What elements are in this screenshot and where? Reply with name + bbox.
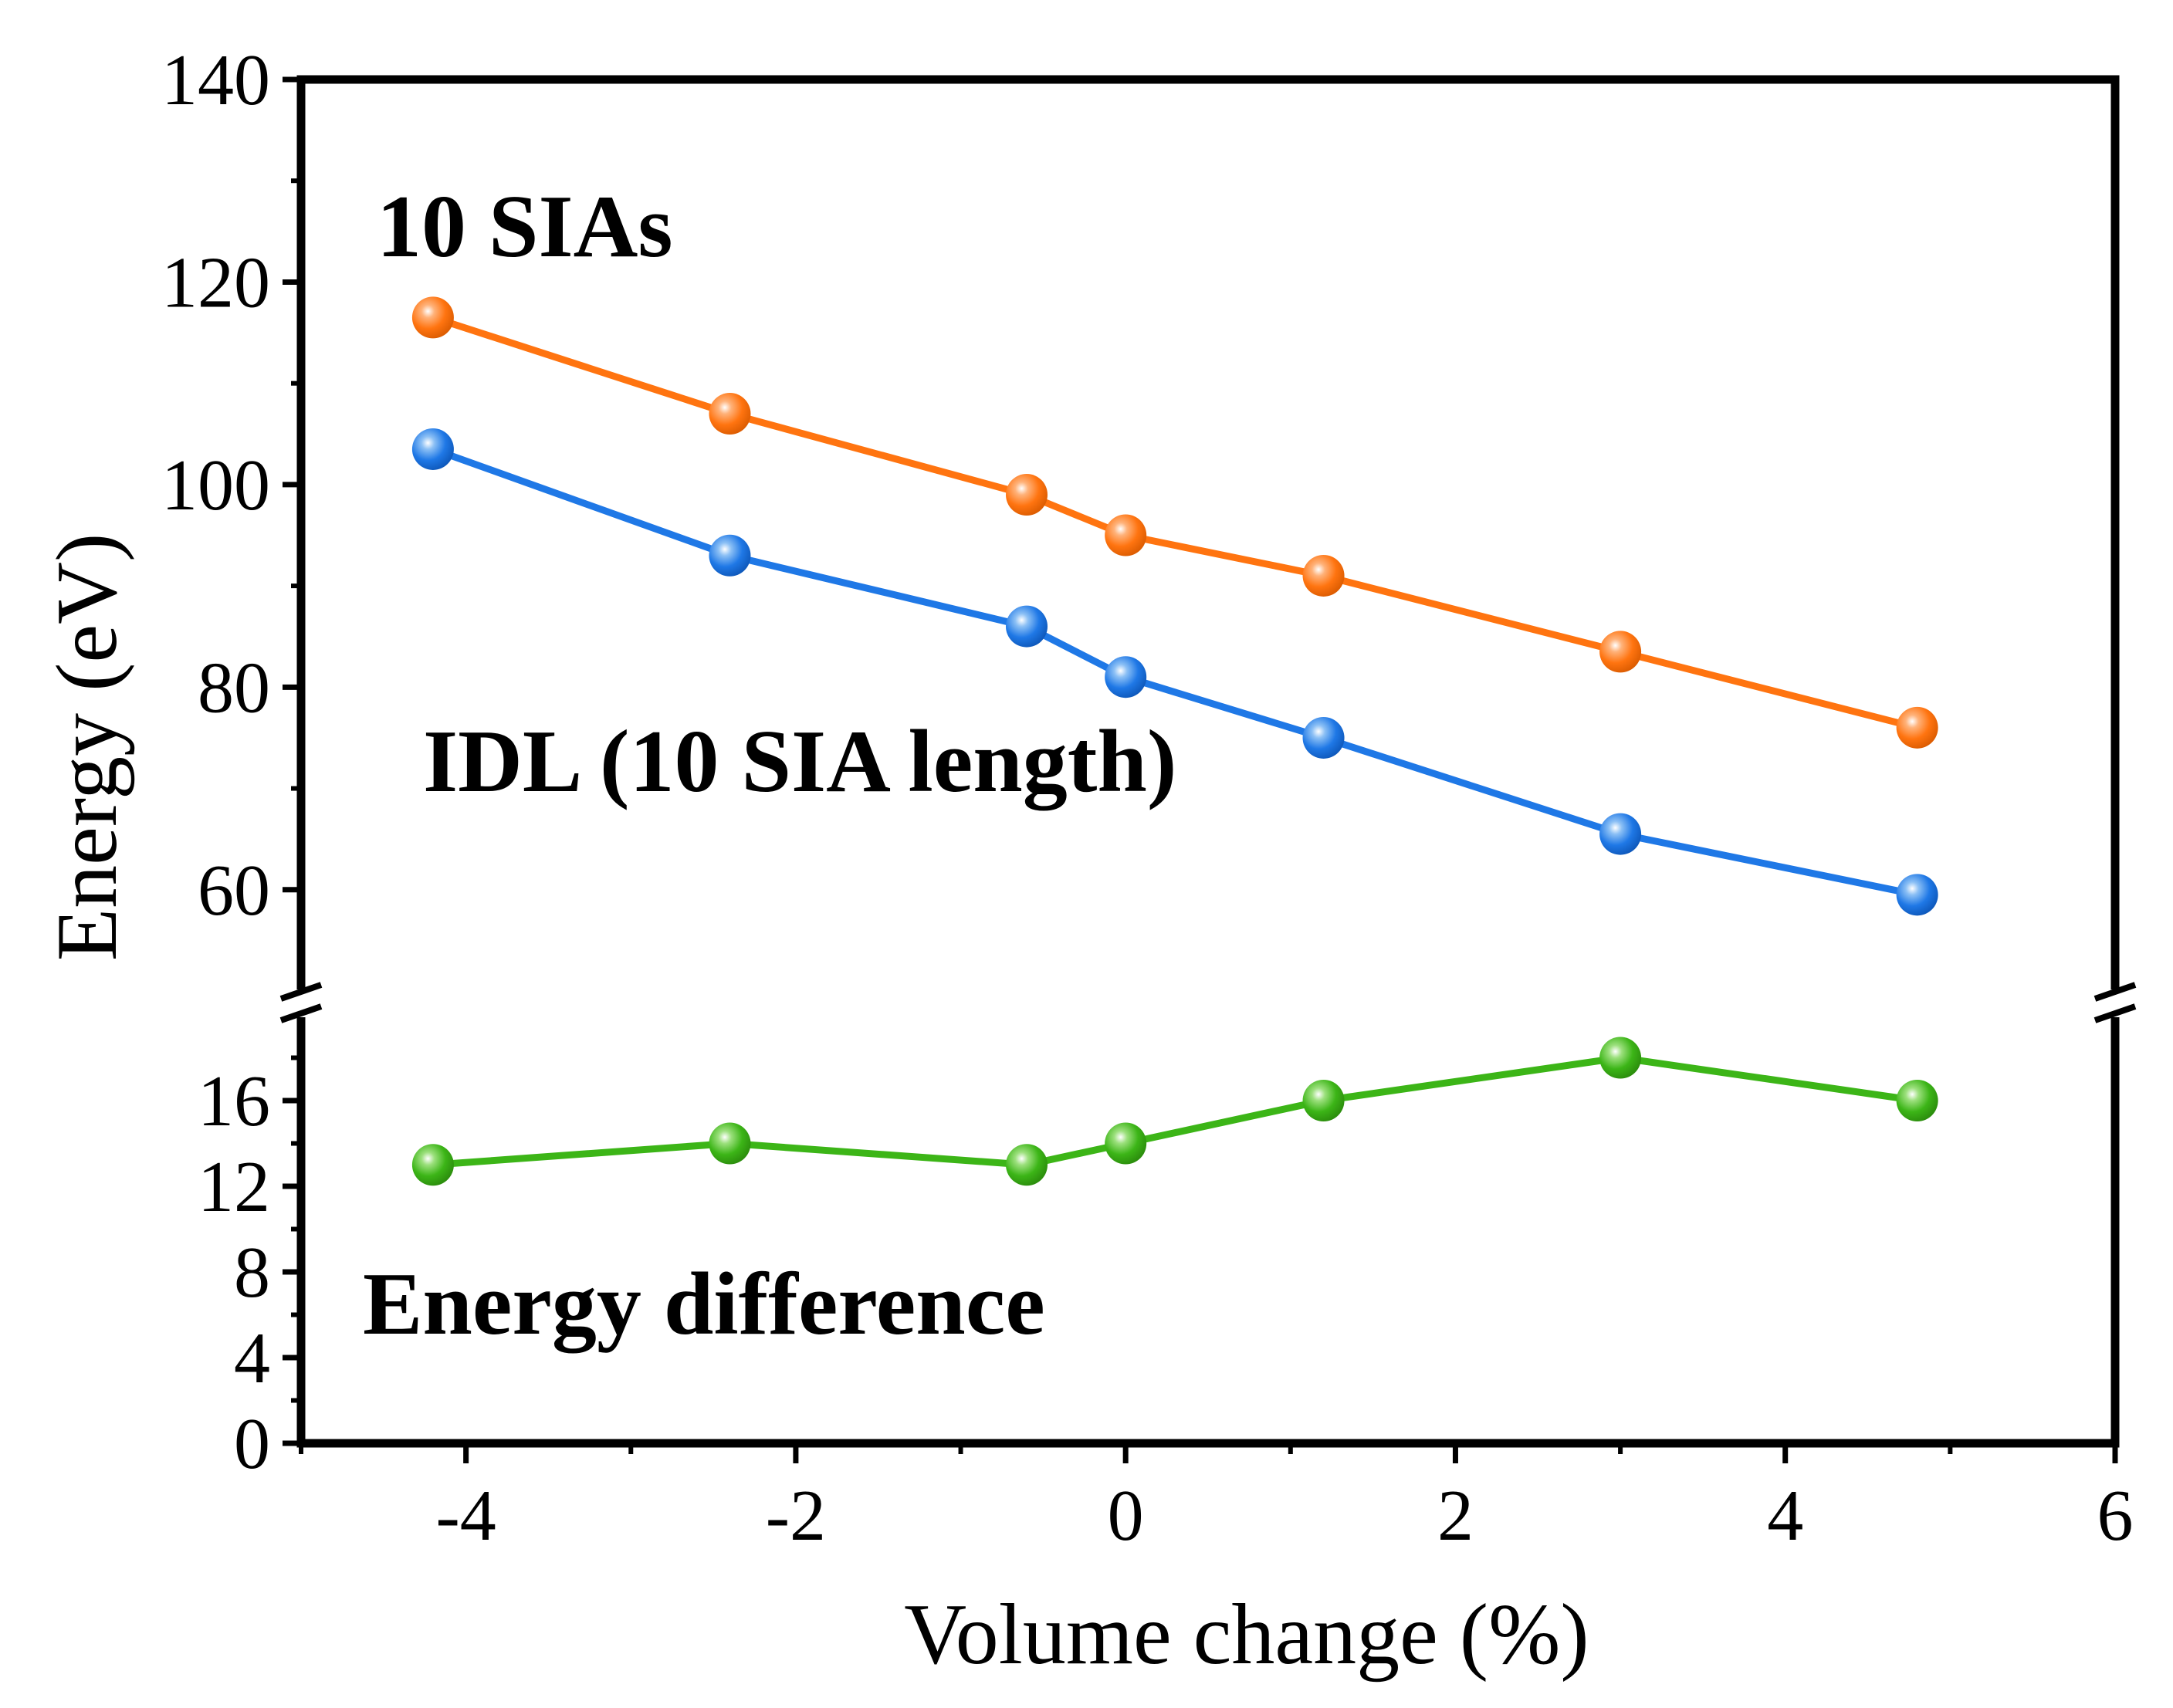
data-series [411,296,1938,1186]
series-line-10-sias [432,314,1918,732]
data-point-idl-10-sia-length [1599,813,1642,855]
annotation-energy-difference: Energy difference [363,1255,1045,1354]
axis-break-left-upper [279,982,323,1002]
data-point-idl-10-sia-length [1896,874,1938,916]
plot-frame [296,75,2120,1448]
annotation-idl: IDL (10 SIA length) [423,712,1177,811]
x-tick-label: 6 [2097,1476,2134,1556]
y-lower-tick-label: 0 [234,1404,270,1484]
y-lower-tick-label: 8 [234,1233,270,1313]
data-point-energy-difference [1105,1122,1147,1165]
data-point-idl-10-sia-length [1105,656,1147,698]
x-tick-label: 4 [1767,1476,1803,1556]
y-upper-tick-label: 80 [198,648,270,728]
x-tick-label: -2 [766,1476,826,1556]
data-point-energy-difference [709,1122,751,1165]
y-upper-tick-label: 100 [161,445,270,526]
x-tick-label: -4 [435,1476,496,1556]
data-point-energy-difference [1896,1080,1938,1121]
y-lower-tick-label: 12 [198,1147,270,1227]
data-point-10-sias [1896,706,1938,749]
y-lower-tick-label: 16 [198,1061,270,1141]
y-lower-tick-label: 4 [234,1318,270,1399]
data-point-energy-difference [411,1144,454,1186]
x-axis-title: Volume change (%) [904,1587,1589,1683]
data-point-10-sias [709,393,751,435]
series-line-energy-difference [432,1054,1918,1169]
data-point-idl-10-sia-length [709,534,751,577]
y-upper-tick-label: 140 [161,40,270,120]
data-point-energy-difference [1006,1144,1048,1186]
data-point-idl-10-sia-length [411,428,454,470]
annotation-10-sias: 10 SIAs [377,178,673,276]
data-point-10-sias [1599,631,1642,673]
axis-break-left-lower [279,1003,323,1023]
y-axis-title: Energy (eV) [39,533,135,962]
data-point-10-sias [411,296,454,339]
axis-break-marks [279,982,2137,1023]
data-point-10-sias [1105,514,1147,556]
data-point-idl-10-sia-length [1006,605,1048,648]
axis-break-right-upper [2093,982,2137,1002]
y-upper-tick-label: 120 [161,242,270,323]
data-point-energy-difference [1302,1080,1345,1121]
x-tick-label: 2 [1437,1476,1474,1556]
x-tick-label: 0 [1108,1476,1144,1556]
data-point-energy-difference [1599,1037,1642,1079]
data-point-10-sias [1006,474,1048,516]
y-upper-tick-label: 60 [198,851,270,931]
data-point-10-sias [1302,554,1345,597]
data-point-idl-10-sia-length [1302,716,1345,759]
axis-break-right-lower [2093,1003,2137,1023]
